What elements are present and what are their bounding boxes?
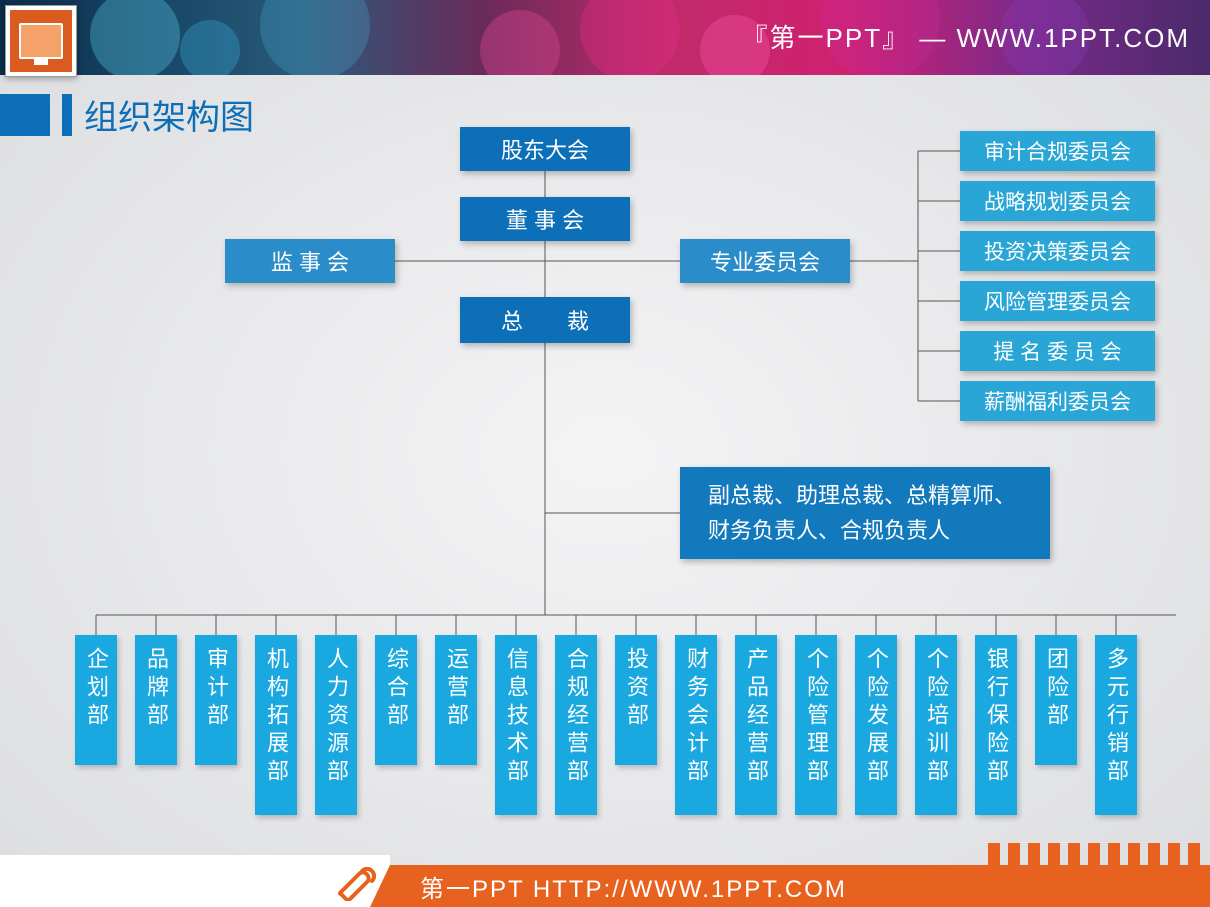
powerpoint-icon <box>5 5 77 77</box>
department-item: 团险部 <box>1035 635 1077 765</box>
committee-item: 投资决策委员会 <box>960 231 1155 271</box>
department-item: 多元行销部 <box>1095 635 1137 815</box>
department-item: 运营部 <box>435 635 477 765</box>
department-item: 合规经营部 <box>555 635 597 815</box>
department-item: 银行保险部 <box>975 635 1017 815</box>
node-committees: 专业委员会 <box>680 239 850 283</box>
committee-item: 审计合规委员会 <box>960 131 1155 171</box>
committee-item: 提 名 委 员 会 <box>960 331 1155 371</box>
department-item: 人力资源部 <box>315 635 357 815</box>
node-shareholders: 股东大会 <box>460 127 630 171</box>
committee-item: 风险管理委员会 <box>960 281 1155 321</box>
department-item: 综合部 <box>375 635 417 765</box>
department-item: 信息技术部 <box>495 635 537 815</box>
exec-line1: 副总裁、助理总裁、总精算师、 <box>708 478 1016 513</box>
footer-stripes <box>988 843 1210 865</box>
department-item: 企划部 <box>75 635 117 765</box>
org-chart: 股东大会 董 事 会 监 事 会 专业委员会 总 裁 副总裁、助理总裁、总精算师… <box>0 75 1210 835</box>
node-board: 董 事 会 <box>460 197 630 241</box>
node-executives: 副总裁、助理总裁、总精算师、 财务负责人、合规负责人 <box>680 467 1050 559</box>
department-item: 个险培训部 <box>915 635 957 815</box>
department-item: 审计部 <box>195 635 237 765</box>
footer: 第一PPT HTTP://WWW.1PPT.COM <box>0 855 1210 907</box>
department-item: 机构拓展部 <box>255 635 297 815</box>
department-item: 产品经营部 <box>735 635 777 815</box>
node-supervisors: 监 事 会 <box>225 239 395 283</box>
committee-item: 战略规划委员会 <box>960 181 1155 221</box>
node-president: 总 裁 <box>460 297 630 343</box>
committee-item: 薪酬福利委员会 <box>960 381 1155 421</box>
pen-icon <box>332 857 376 901</box>
footer-text: 第一PPT HTTP://WWW.1PPT.COM <box>420 869 847 904</box>
department-item: 品牌部 <box>135 635 177 765</box>
department-item: 财务会计部 <box>675 635 717 815</box>
exec-line2: 财务负责人、合规负责人 <box>708 513 1016 548</box>
header-banner: 『第一PPT』 — WWW.1PPT.COM <box>0 0 1210 75</box>
department-item: 投资部 <box>615 635 657 765</box>
header-brand-text: 『第一PPT』 — WWW.1PPT.COM <box>742 18 1190 55</box>
department-item: 个险管理部 <box>795 635 837 815</box>
department-item: 个险发展部 <box>855 635 897 815</box>
